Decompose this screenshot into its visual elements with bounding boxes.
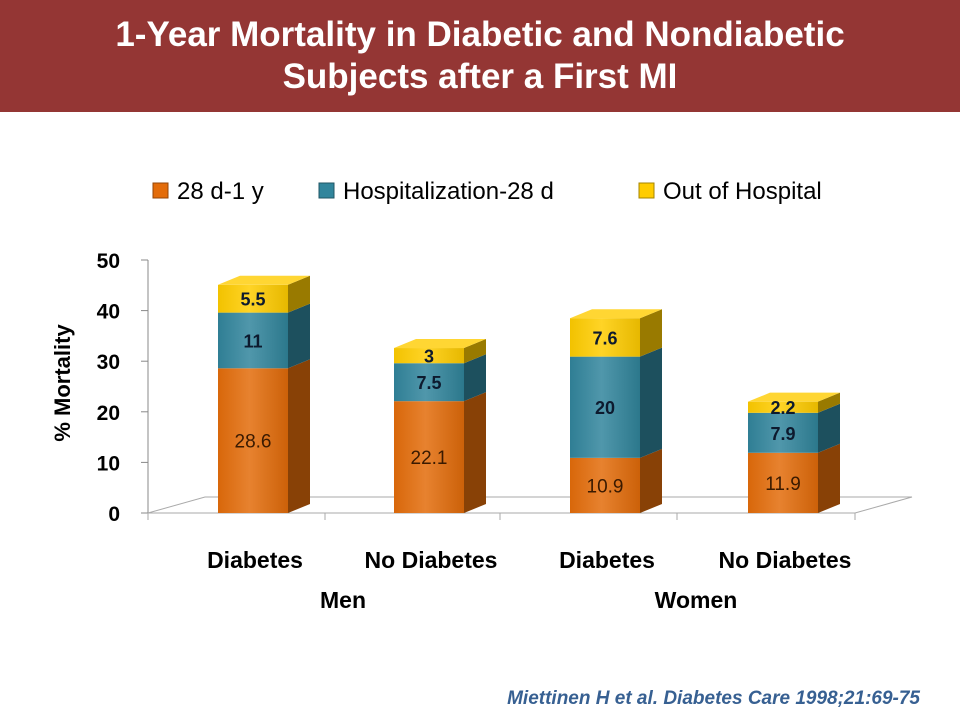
chart-axes: 0 10 20 30 40 50 % Mortality bbox=[50, 250, 913, 526]
bar-segment bbox=[570, 347, 662, 458]
data-label: 20 bbox=[595, 398, 615, 418]
bar-segment bbox=[748, 443, 840, 513]
title-bar: 1-Year Mortality in Diabetic and Nondiab… bbox=[0, 0, 960, 112]
y-tick-label: 0 bbox=[108, 503, 120, 526]
bar-segment bbox=[394, 392, 486, 513]
data-label: 3 bbox=[424, 347, 434, 367]
legend-swatch bbox=[152, 182, 169, 199]
bar-segment bbox=[570, 448, 662, 513]
data-label: 7.5 bbox=[416, 373, 441, 393]
data-label: 7.6 bbox=[592, 328, 617, 348]
y-tick-label: 40 bbox=[97, 301, 120, 324]
x-group-label: Women bbox=[655, 587, 738, 613]
bar-segment bbox=[218, 275, 310, 313]
data-label: 5.5 bbox=[240, 290, 265, 310]
legend-label: Out of Hospital bbox=[663, 178, 822, 205]
bar-segment bbox=[570, 309, 662, 357]
y-tick-label: 10 bbox=[97, 452, 120, 475]
legend-item: Out of Hospital bbox=[638, 178, 822, 205]
legend-item: 28 d-1 y bbox=[152, 178, 264, 205]
legend-swatch bbox=[318, 182, 335, 199]
data-label: 28.6 bbox=[235, 432, 272, 453]
legend-label: 28 d-1 y bbox=[177, 178, 264, 205]
data-label: 22.1 bbox=[411, 448, 448, 469]
x-axis-labels: Diabetes No Diabetes Diabetes No Diabetes Me… bbox=[207, 547, 851, 613]
legend-item: Hospitalization-28 d bbox=[318, 178, 554, 205]
title-line-1: 1-Year Mortality in Diabetic and Nondiab… bbox=[115, 15, 845, 54]
data-label: 2.2 bbox=[770, 398, 795, 418]
data-label: 11 bbox=[243, 331, 262, 351]
legend-label: Hospitalization-28 d bbox=[343, 178, 554, 205]
bar-segment bbox=[218, 359, 310, 513]
y-tick-label: 50 bbox=[97, 250, 120, 273]
bar-segment bbox=[748, 403, 840, 453]
x-category-label: No Diabetes bbox=[719, 547, 852, 573]
title-line-2: Subjects after a First MI bbox=[282, 57, 678, 96]
citation: Miettinen H et al. Diabetes Care 1998;21… bbox=[507, 688, 920, 709]
bar-segment bbox=[748, 392, 840, 413]
data-label: 11.9 bbox=[765, 474, 801, 495]
y-axis-title: % Mortality bbox=[50, 324, 75, 442]
bar-segment bbox=[218, 303, 310, 369]
bar-segment bbox=[394, 339, 486, 364]
data-label: 7.9 bbox=[770, 424, 795, 444]
chart-bars: 28.6 11 5.5 22.1 7.5 3 10.9 20 7.6 11.9 7.9 2.2 bbox=[218, 275, 840, 513]
x-category-label: Diabetes bbox=[207, 547, 303, 573]
chart-legend: 28 d-1 y Hospitalization-28 d Out of Hospi… bbox=[152, 178, 822, 205]
legend-swatch bbox=[638, 182, 655, 199]
x-category-label: Diabetes bbox=[559, 547, 655, 573]
x-category-label: No Diabetes bbox=[365, 547, 498, 573]
y-tick-label: 30 bbox=[97, 351, 120, 374]
bar-segment bbox=[394, 354, 486, 402]
x-group-label: Men bbox=[320, 587, 366, 613]
y-tick-label: 20 bbox=[97, 402, 120, 425]
data-label: 10.9 bbox=[587, 476, 624, 497]
